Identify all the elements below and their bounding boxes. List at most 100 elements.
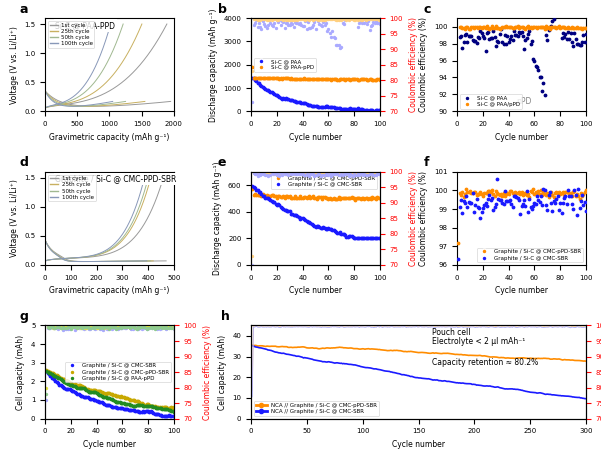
Point [268,15,278,23]
Point [343,14,353,21]
Point [344,17,354,24]
Point [150,403,159,410]
Point [169,404,178,411]
Point [352,235,362,242]
Point [456,32,466,40]
Text: Si-C @ PAA-PPD: Si-C @ PAA-PPD [55,21,115,30]
Point [152,325,162,333]
Point [152,324,162,331]
Point [564,192,574,200]
Point [115,399,124,406]
Point [373,235,382,242]
Point [332,229,342,236]
Point [339,15,349,22]
Point [344,105,354,112]
Point [573,186,583,193]
Point [105,402,114,409]
Point [266,169,275,177]
Point [150,325,159,332]
Point [97,325,106,332]
Point [493,25,503,32]
Point [277,193,287,200]
Point [83,394,93,401]
Point [322,103,332,110]
Point [264,167,274,174]
Point [321,194,331,201]
Point [350,76,360,83]
Point [334,171,344,178]
Point [109,391,118,399]
Point [133,325,142,332]
Point [491,43,501,50]
Point [61,385,70,393]
Point [130,324,140,331]
Point [370,169,380,177]
Point [281,16,291,24]
Point [106,324,115,331]
Point [148,409,158,416]
Point [132,408,141,415]
Point [284,96,293,103]
Point [82,324,91,331]
Point [132,397,141,404]
Point [87,389,96,396]
Point [88,396,97,403]
Point [250,190,260,197]
Point [475,189,485,196]
Point [139,408,149,415]
Point [136,324,145,331]
Point [248,252,257,259]
X-axis label: Gravimetric capacity (mAh g⁻¹): Gravimetric capacity (mAh g⁻¹) [49,132,169,142]
Point [89,386,99,394]
Point [124,395,133,403]
Point [535,190,545,197]
Point [355,235,364,242]
Point [348,105,358,112]
Point [504,24,513,31]
Point [455,203,465,211]
Point [263,172,273,180]
Point [496,24,506,31]
Point [73,324,82,331]
Point [166,408,176,415]
Point [558,30,567,37]
Text: d: d [19,156,28,169]
Point [248,261,257,268]
Point [313,169,323,177]
Point [118,323,127,330]
Point [532,24,542,31]
Point [557,209,566,217]
Point [112,324,122,331]
Point [569,24,578,31]
Point [553,192,563,199]
Point [271,200,281,207]
Point [110,397,120,404]
Point [505,196,515,203]
Point [62,324,72,331]
Point [145,324,154,332]
Point [287,97,297,104]
Point [281,169,291,177]
Point [373,171,382,178]
Point [534,66,543,74]
Point [325,103,335,111]
Point [75,391,85,399]
Legend: Graphite / Si-C @ CMC-pPD-SBR, Graphite / Si-C @ CMC-SBR: Graphite / Si-C @ CMC-pPD-SBR, Graphite … [477,248,583,262]
Point [264,195,274,202]
Point [463,23,472,30]
Point [522,24,531,31]
Point [166,324,176,331]
Point [92,325,102,332]
Point [486,189,495,196]
Point [101,324,111,331]
Point [528,203,538,210]
Point [489,25,498,32]
Point [280,25,290,32]
Point [529,191,539,198]
Y-axis label: Coulombic efficiency (%): Coulombic efficiency (%) [419,171,429,266]
Point [481,24,490,31]
Point [78,323,87,330]
Point [280,15,290,23]
Point [295,171,305,178]
Point [93,324,103,331]
